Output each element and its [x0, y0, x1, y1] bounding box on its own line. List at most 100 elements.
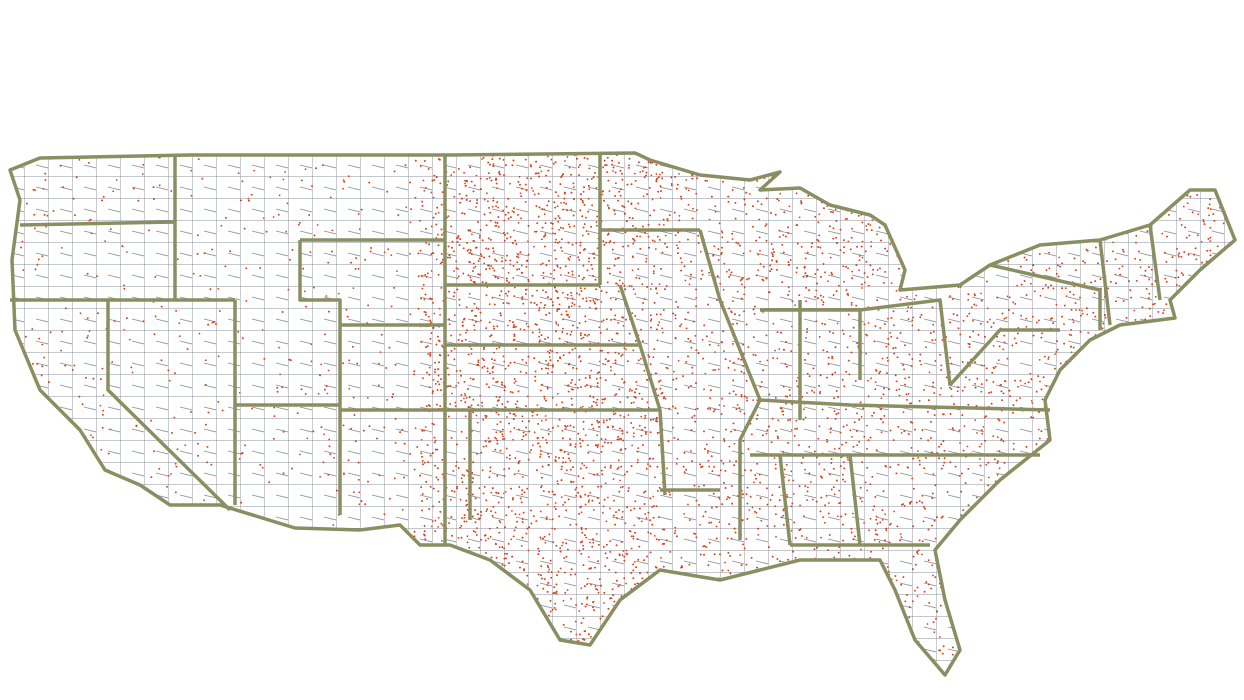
dot [78, 159, 81, 161]
dot [337, 292, 340, 295]
dot [515, 348, 517, 350]
dot [585, 466, 588, 469]
dot [480, 319, 482, 322]
dot [727, 569, 730, 572]
dot [720, 459, 723, 462]
dot [1069, 291, 1071, 293]
dot [633, 507, 636, 510]
dot [840, 515, 842, 518]
dot [1086, 313, 1089, 316]
dot [645, 467, 648, 470]
dot [581, 199, 584, 202]
dot [647, 161, 650, 164]
dot [652, 495, 655, 498]
dot [878, 372, 881, 375]
dot [457, 268, 459, 270]
dot [218, 310, 221, 312]
dot [593, 609, 595, 612]
dot [550, 222, 552, 224]
dot [176, 258, 179, 260]
dot [547, 350, 549, 353]
dot [580, 526, 583, 529]
dot [771, 417, 774, 420]
dot [432, 505, 435, 508]
dot [941, 652, 944, 655]
dot [745, 397, 748, 399]
dot [428, 508, 431, 510]
dot [785, 235, 787, 238]
dot [968, 346, 971, 349]
dot [967, 342, 970, 345]
dot [1163, 309, 1165, 312]
dot [642, 195, 645, 198]
dot [601, 615, 604, 618]
dot [887, 337, 890, 340]
dot [579, 241, 582, 244]
dot [512, 321, 514, 324]
dot [718, 496, 720, 499]
dot [839, 431, 842, 434]
dot [456, 288, 459, 291]
dot [680, 566, 682, 569]
dot [588, 167, 591, 170]
dot [865, 333, 867, 336]
dot [250, 193, 253, 196]
dot [492, 267, 494, 270]
dot [733, 369, 736, 371]
dot [788, 290, 791, 293]
dot [40, 374, 43, 377]
dot [646, 571, 649, 574]
dot [562, 437, 564, 440]
dot [547, 428, 550, 431]
dot [472, 267, 475, 269]
dot [690, 260, 692, 263]
dot [792, 493, 795, 495]
dot [453, 291, 456, 294]
dot [656, 235, 659, 238]
dot [931, 497, 934, 500]
dot [323, 433, 325, 436]
dot [123, 329, 126, 331]
dot [629, 530, 632, 533]
dot [583, 464, 586, 467]
dot [776, 558, 779, 560]
dot [748, 509, 751, 511]
dot [582, 428, 585, 430]
dot [536, 584, 539, 587]
dot [557, 195, 560, 197]
dot [1202, 219, 1205, 221]
dot [523, 491, 526, 494]
dot [850, 212, 853, 215]
dot [903, 505, 906, 507]
dot [708, 218, 711, 221]
dot [368, 425, 371, 428]
dot [625, 549, 628, 552]
dot [614, 351, 617, 354]
dot [526, 583, 529, 585]
dot [1144, 274, 1146, 277]
dot [617, 585, 620, 587]
dot [804, 468, 806, 471]
dot [460, 477, 463, 480]
dot [491, 371, 494, 374]
dot [438, 307, 441, 310]
dot [580, 198, 582, 201]
dot [424, 274, 427, 276]
dot [793, 434, 796, 437]
dot [425, 275, 428, 278]
dot [1001, 399, 1003, 402]
dot [725, 428, 727, 431]
dot [612, 170, 614, 172]
dot [537, 215, 540, 218]
dot [455, 260, 458, 263]
dot [902, 576, 905, 578]
dot [601, 511, 604, 514]
dot [1037, 375, 1040, 377]
dot [450, 516, 453, 518]
dot [438, 361, 440, 364]
dot [656, 292, 658, 295]
dot [739, 410, 742, 413]
dot [477, 361, 480, 364]
dot [552, 426, 554, 429]
dot [606, 281, 609, 284]
